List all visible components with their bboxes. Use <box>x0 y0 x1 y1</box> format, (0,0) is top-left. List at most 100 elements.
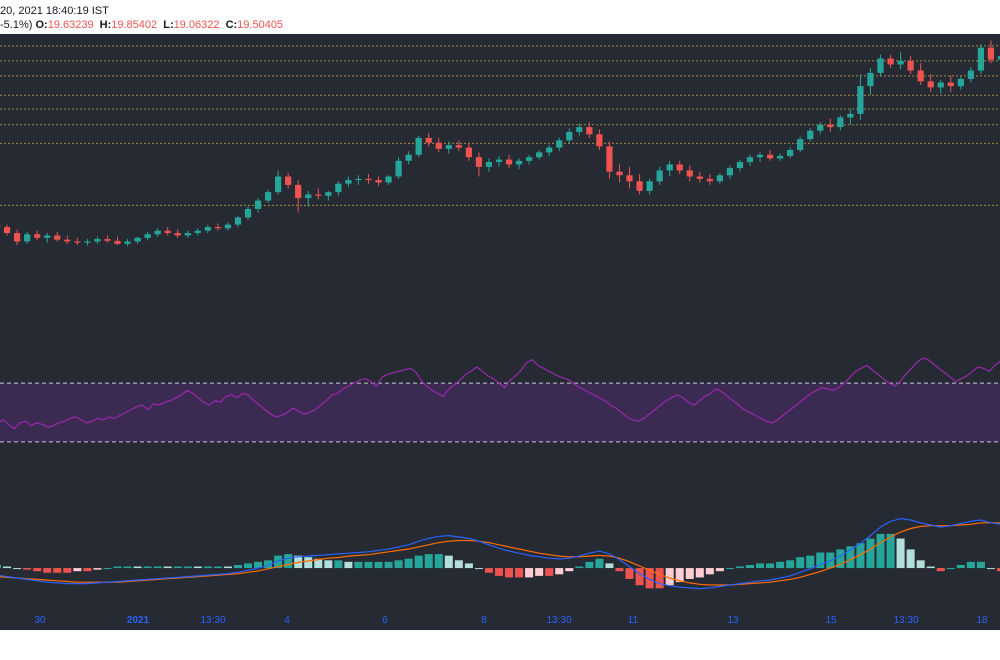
x-tick-label-2: 13:30 <box>200 615 225 626</box>
macd-hist-bar-65 <box>645 568 654 589</box>
candle-body-34 <box>335 183 342 193</box>
macd-hist-bar-69 <box>685 568 694 579</box>
candle-body-11 <box>104 239 111 241</box>
macd-hist-bar-42 <box>414 555 423 569</box>
macd-hist-bar-89 <box>886 533 895 569</box>
candle-body-27 <box>264 192 272 201</box>
price-chart[interactable]: 30 2021 13:30 4 6 8 13:30 11 13 15 13:30 18 <box>0 34 1000 630</box>
candle-body-55 <box>546 147 553 153</box>
macd-hist-bar-22 <box>213 566 222 569</box>
candle-body-40 <box>395 160 402 177</box>
macd-hist-bar-80 <box>796 557 805 569</box>
macd-hist-bar-33 <box>324 560 333 569</box>
macd-hist-bar-60 <box>595 558 604 569</box>
candle-body-89 <box>887 58 894 65</box>
candle-body-95 <box>947 82 954 87</box>
candle-body-78 <box>776 155 784 159</box>
macd-hist-bar-73 <box>725 568 734 570</box>
candle-body-52 <box>515 160 523 165</box>
candle-body-97 <box>967 70 974 79</box>
candle-body-24 <box>234 217 242 225</box>
candle-body-36 <box>355 178 362 181</box>
candle-body-93 <box>927 81 934 88</box>
candle-body-29 <box>285 176 292 185</box>
x-tick-label-9: 15 <box>825 615 837 626</box>
candle-body-98 <box>977 47 985 71</box>
macd-hist-bar-81 <box>806 555 815 569</box>
macd-hist-bar-61 <box>605 563 614 569</box>
macd-hist-bar-68 <box>675 568 684 583</box>
macd-hist-bar-85 <box>846 546 855 569</box>
ohlc-low-label: L: <box>163 19 174 31</box>
x-tick-label-0: 30 <box>34 615 46 626</box>
candle-body-62 <box>616 171 623 176</box>
x-tick-label-8: 13 <box>727 615 739 626</box>
candle-body-16 <box>154 230 161 235</box>
candle-body-47 <box>465 147 472 158</box>
macd-hist-bar-35 <box>344 561 353 569</box>
candle-body-88 <box>877 58 884 73</box>
candle-body-43 <box>425 137 432 143</box>
macd-hist-bar-28 <box>274 555 283 569</box>
candle-body-90 <box>897 60 904 65</box>
macd-hist-bar-53 <box>525 568 534 578</box>
macd-hist-bar-10 <box>93 568 102 570</box>
macd-hist-bar-29 <box>284 554 293 569</box>
macd-hist-bar-70 <box>695 568 704 578</box>
candle-body-80 <box>797 139 804 150</box>
macd-hist-bar-67 <box>665 568 674 586</box>
candle-body-8 <box>74 241 81 243</box>
macd-hist-bar-36 <box>354 561 363 569</box>
candle-body-100 <box>997 56 1000 60</box>
candle-body-61 <box>606 146 613 172</box>
macd-hist-bar-95 <box>946 568 955 570</box>
candle-body-85 <box>847 113 854 118</box>
macd-hist-bar-50 <box>494 568 504 576</box>
candle-body-94 <box>937 82 944 88</box>
x-tick-label-4: 6 <box>382 615 388 626</box>
candle-body-13 <box>124 241 131 244</box>
x-tick-label-5: 8 <box>481 615 487 626</box>
candle-body-92 <box>917 70 924 82</box>
macd-hist-bar-31 <box>304 557 313 569</box>
macd-hist-bar-99 <box>986 568 995 570</box>
macd-hist-bar-45 <box>444 555 453 569</box>
candle-body-82 <box>817 124 824 131</box>
macd-hist-bar-77 <box>766 563 775 569</box>
macd-hist-bar-87 <box>866 538 875 569</box>
candle-body-44 <box>435 142 442 149</box>
candle-body-58 <box>576 127 583 132</box>
candle-body-54 <box>536 152 543 158</box>
macd-hist-bar-90 <box>896 538 905 569</box>
macd-hist-bar-83 <box>826 552 835 569</box>
ohlc-close-value: 19.50405 <box>237 19 284 31</box>
candle-body-42 <box>415 137 422 155</box>
macd-hist-bar-5 <box>43 568 52 573</box>
macd-hist-bar-21 <box>203 566 212 569</box>
macd-hist-bar-71 <box>705 568 714 575</box>
candle-body-25 <box>244 208 252 218</box>
chart-background <box>0 34 1000 630</box>
macd-hist-bar-26 <box>254 561 263 569</box>
macd-hist-bar-23 <box>223 566 232 569</box>
candle-body-76 <box>756 154 764 158</box>
macd-hist-bar-56 <box>555 568 564 575</box>
candle-body-23 <box>224 224 232 229</box>
macd-hist-bar-96 <box>956 564 965 569</box>
macd-hist-bar-52 <box>515 568 524 578</box>
macd-hist-bar-17 <box>163 566 172 569</box>
macd-hist-bar-54 <box>535 568 544 576</box>
macd-hist-bar-47 <box>464 563 473 569</box>
ohlc-open-value: 19.63239 <box>47 19 94 31</box>
candle-body-77 <box>766 154 774 159</box>
macd-hist-bar-4 <box>33 568 42 572</box>
macd-hist-bar-25 <box>243 563 253 569</box>
candle-body-2 <box>13 233 21 242</box>
candle-body-12 <box>114 240 121 244</box>
candle-body-81 <box>807 130 814 140</box>
candle-body-83 <box>827 124 834 128</box>
x-tick-label-1: 2021 <box>127 615 150 626</box>
macd-hist-bar-79 <box>786 560 795 569</box>
macd-hist-bar-41 <box>404 558 413 569</box>
candle-body-22 <box>214 227 222 229</box>
